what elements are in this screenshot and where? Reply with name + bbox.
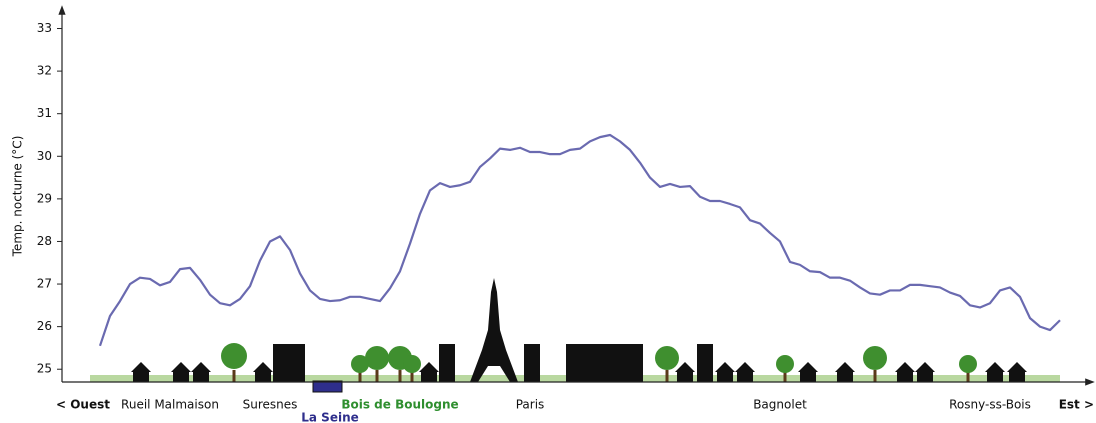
house [253,362,273,382]
river [312,380,343,393]
y-tick-label: 29 [37,191,52,205]
trunk [398,370,402,382]
building [697,344,713,382]
y-tick-label: 27 [37,277,52,291]
house [715,362,735,382]
house [419,362,439,382]
house [675,362,695,382]
x-tick-label: La Seine [301,411,359,423]
y-tick-label: 28 [37,234,52,248]
y-tick-label: 30 [37,149,52,163]
house [1007,362,1027,382]
house [895,362,915,382]
y-tick-label: 32 [37,64,52,78]
house [191,362,211,382]
building [273,344,305,382]
building [582,344,598,382]
trunk [358,370,362,382]
temperature-line [98,133,1061,347]
house [915,362,935,382]
building [439,344,455,382]
house [171,362,191,382]
trunk [232,370,236,382]
trunk [783,370,787,382]
trunk [873,370,877,382]
building [566,344,582,382]
building [524,344,540,382]
x-tick-label: Suresnes [243,398,298,412]
trunk [410,370,414,382]
y-tick-label: 25 [37,362,52,376]
house [131,362,151,382]
house [985,362,1005,382]
building [596,344,612,382]
tree [365,346,389,370]
house [798,362,818,382]
tree [351,355,369,373]
x-end-label: Est > [1059,398,1094,412]
tree [655,346,679,370]
tree [959,355,977,373]
house [735,362,755,382]
trunk [375,370,379,382]
x-tick-label: Rueil Malmaison [121,398,219,412]
x-tick-label: Paris [516,398,545,412]
tree [403,355,421,373]
x-tick-label: Bois de Boulogne [341,398,458,412]
house [835,362,855,382]
y-tick-label: 26 [37,319,52,333]
trunk [665,370,669,382]
tree [776,355,794,373]
building [627,344,643,382]
trunk [966,370,970,382]
y-tick-label: 33 [37,21,52,35]
skyline [90,278,1060,393]
tree [863,346,887,370]
building [612,344,628,382]
eiffel-tower [470,278,518,382]
y-axis-label: Temp. nocturne (°C) [11,136,25,258]
tree [221,343,247,369]
x-tick-label: Rosny-ss-Bois [949,398,1031,412]
x-tick-label: Bagnolet [753,398,807,412]
y-tick-label: 31 [37,106,52,120]
x-start-label: < Ouest [56,398,110,412]
